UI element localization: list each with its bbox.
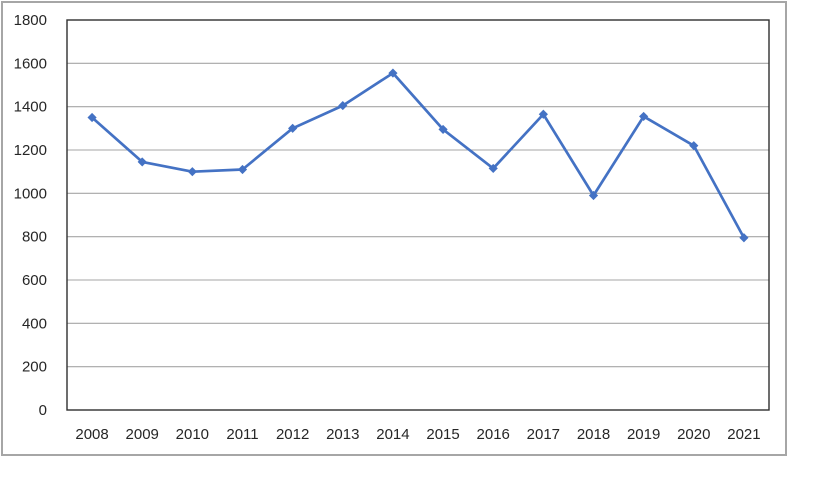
data-point-2017 <box>538 109 548 119</box>
y-axis-label-1000: 1000 <box>14 185 47 202</box>
data-point-2018 <box>588 190 599 201</box>
x-axis-label-2010: 2010 <box>176 426 209 443</box>
data-point-2010 <box>187 167 197 177</box>
data-point-2015 <box>438 124 448 135</box>
data-point-2016 <box>488 163 498 174</box>
x-axis-label-2016: 2016 <box>477 426 510 443</box>
x-axis-label-2014: 2014 <box>376 426 409 443</box>
data-point-2012 <box>288 123 298 133</box>
x-axis-label-2021: 2021 <box>727 426 760 443</box>
data-point-2011 <box>237 164 248 175</box>
x-axis-label-2013: 2013 <box>326 426 359 443</box>
x-axis-label-2020: 2020 <box>677 426 710 443</box>
y-axis-label-200: 200 <box>22 359 47 376</box>
y-axis-label-600: 600 <box>22 272 47 289</box>
y-axis-label-1400: 1400 <box>14 99 47 116</box>
y-axis-label-1200: 1200 <box>14 142 47 159</box>
data-point-2020 <box>689 141 699 151</box>
x-axis-label-2012: 2012 <box>276 426 309 443</box>
data-point-2019 <box>639 111 649 122</box>
x-axis-label-2011: 2011 <box>226 426 258 443</box>
data-point-2008 <box>87 112 97 123</box>
x-axis-label-2017: 2017 <box>527 426 560 443</box>
y-axis-label-400: 400 <box>22 315 47 332</box>
x-axis-label-2019: 2019 <box>627 426 660 443</box>
plot-area-border <box>66 19 770 411</box>
data-point-2014 <box>388 68 398 78</box>
data-point-2013 <box>338 100 348 111</box>
x-axis-label-2015: 2015 <box>426 426 459 443</box>
y-axis-label-1800: 1800 <box>14 12 47 29</box>
x-axis-label-2009: 2009 <box>126 426 159 443</box>
x-axis-label-2018: 2018 <box>577 426 610 443</box>
y-axis-label-800: 800 <box>22 229 47 246</box>
series-line-0 <box>90 71 746 240</box>
data-point-2021 <box>739 233 749 243</box>
y-axis-label-1600: 1600 <box>14 55 47 72</box>
x-axis-label-2008: 2008 <box>75 426 108 443</box>
data-point-2009 <box>137 157 147 167</box>
y-axis-label-0: 0 <box>39 402 47 419</box>
chart-frame-border <box>1 1 787 456</box>
